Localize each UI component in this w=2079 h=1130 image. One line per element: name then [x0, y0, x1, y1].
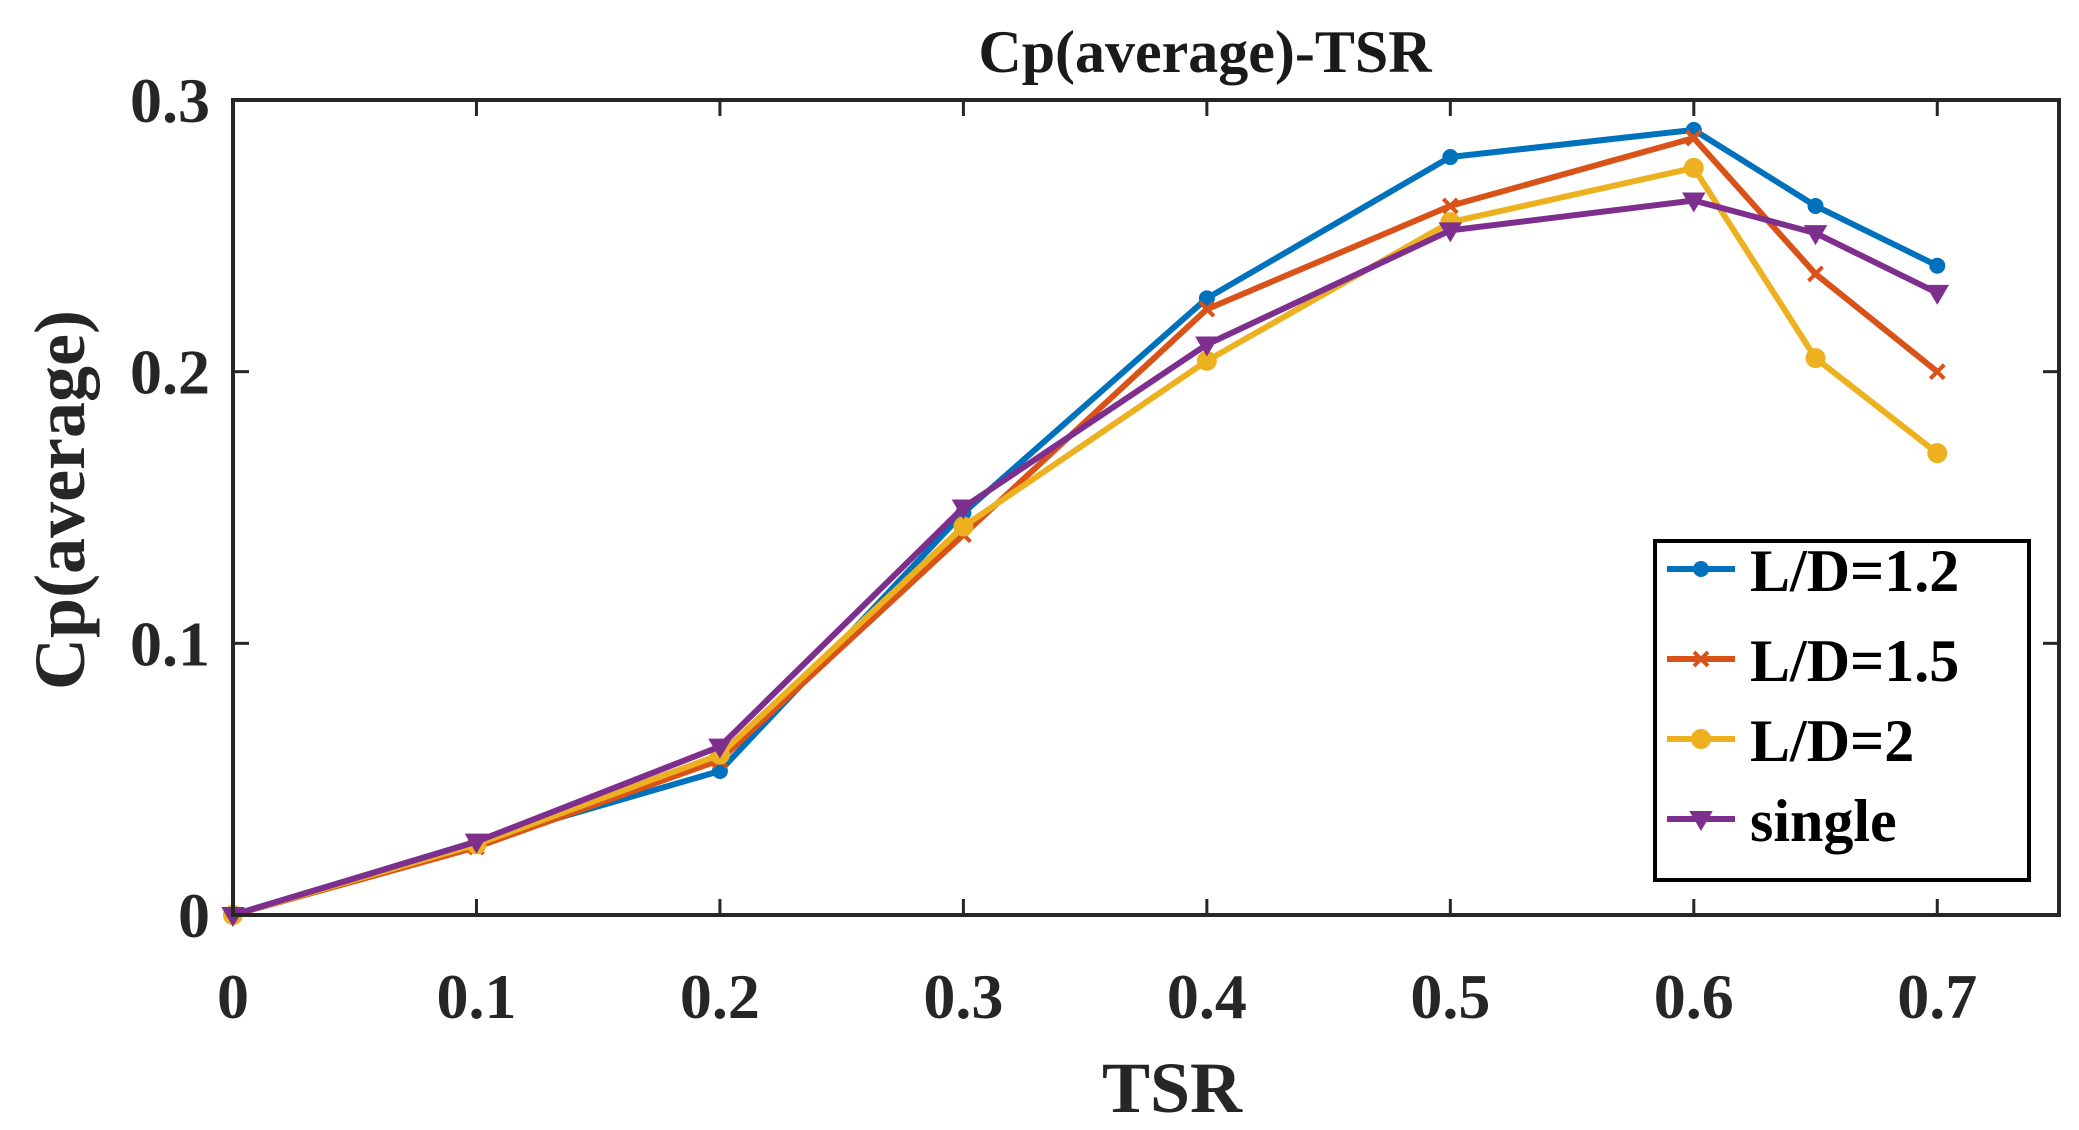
- data-point: [1805, 348, 1826, 369]
- y-tick-label: 0.1: [130, 608, 210, 679]
- plot-frame: [231, 98, 2061, 917]
- y-tick-label: 0.2: [130, 337, 210, 408]
- y-tick-label: 0.3: [130, 65, 210, 136]
- x-axis-label: TSR: [1102, 1048, 1243, 1128]
- legend-swatch-marker: [1689, 811, 1713, 831]
- legend-label: L/D=1.5: [1750, 628, 1959, 694]
- x-tick-label: 0.7: [1897, 961, 1977, 1032]
- data-point: [1927, 443, 1948, 464]
- data-point: [708, 738, 732, 759]
- y-axis-ticks: 0 0.1 0.2 0.3: [130, 65, 2059, 951]
- data-point: [1198, 300, 1216, 318]
- x-tick-label: 0.1: [436, 961, 516, 1032]
- data-point: [1807, 265, 1824, 283]
- data-point: [1803, 225, 1828, 246]
- legend-box: [1653, 539, 2031, 882]
- legend-label: L/D=2: [1750, 708, 1914, 774]
- data-point: [1195, 336, 1219, 357]
- legend: L/D=1.2 L/D=1.5 L/D=2 single: [1653, 538, 2031, 882]
- legend-label: single: [1750, 788, 1897, 854]
- x-tick-label: 0.5: [1410, 961, 1490, 1032]
- x-tick-label: 0.3: [923, 961, 1003, 1032]
- data-point: [1929, 257, 1946, 274]
- y-axis-label: Cp(average): [20, 310, 100, 690]
- legend-item: L/D=1.2: [1667, 538, 1959, 604]
- data-point: [1682, 192, 1706, 213]
- data-point: [1438, 222, 1463, 243]
- legend-item: single: [1667, 788, 1897, 854]
- data-point: [1685, 129, 1703, 147]
- data-point: [1441, 197, 1459, 215]
- data-point: [1928, 363, 1946, 381]
- y-tick-label: 0: [178, 880, 210, 951]
- data-point: [953, 516, 974, 537]
- legend-item: L/D=2: [1667, 708, 1914, 774]
- series-layer: [221, 121, 1950, 927]
- legend-swatch-marker: [1692, 650, 1710, 668]
- data-point: [951, 499, 976, 520]
- data-point: [1925, 284, 1950, 305]
- x-tick-label: 0: [217, 961, 249, 1032]
- legend-item: L/D=1.5: [1667, 628, 1959, 694]
- x-axis-ticks: 0 0.1 0.2 0.3 0.4 0.5 0.6 0.7: [217, 100, 1977, 1032]
- series-single: [221, 192, 1950, 927]
- legend-swatch-marker: [1693, 561, 1709, 577]
- legend-items: L/D=1.2 L/D=1.5 L/D=2 single: [1667, 538, 1959, 854]
- data-point: [464, 833, 489, 854]
- x-tick-label: 0.4: [1167, 961, 1247, 1032]
- x-tick-label: 0.2: [680, 961, 760, 1032]
- legend-label: L/D=1.2: [1750, 538, 1959, 604]
- data-point: [1442, 149, 1459, 166]
- data-point: [1683, 157, 1704, 178]
- chart-title: Cp(average)-TSR: [978, 19, 1432, 85]
- data-point: [1807, 197, 1824, 214]
- legend-swatch-marker: [1691, 729, 1711, 749]
- data-point: [1198, 290, 1215, 307]
- x-tick-label: 0.6: [1654, 961, 1734, 1032]
